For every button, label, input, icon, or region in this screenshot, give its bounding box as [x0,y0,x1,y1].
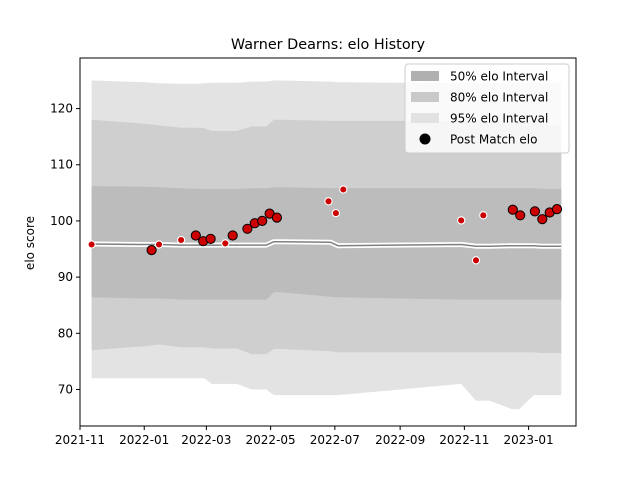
y-axis: 70 80 90 100 110 120 [50,102,80,396]
legend: 50% elo Interval 80% elo Interval 95% elo … [404,63,570,154]
post-match-point [154,240,164,249]
x-tick-label: 2022-07 [310,433,360,447]
post-match-point [339,185,348,194]
y-tick-label: 110 [50,158,73,172]
post-match-point [551,204,563,215]
mean-line [91,240,562,247]
y-tick-label: 70 [58,382,73,396]
post-match-point [176,235,186,245]
legend-label: 80% elo Interval [450,91,548,105]
post-match-point [205,233,216,244]
x-tick-label: 2022-05 [246,433,296,447]
post-match-point [324,197,333,206]
legend-swatch [411,113,439,123]
post-match-point [471,256,481,265]
post-match-point [190,230,201,241]
post-match-points [87,185,563,265]
x-tick-label: 2023-01 [504,433,554,447]
x-tick-label: 2022-09 [375,433,425,447]
y-tick-label: 90 [58,270,73,284]
post-match-point [221,239,230,248]
x-axis: 2021-11 2022-01 2022-03 2022-05 2022-07 2022-… [55,426,554,447]
post-match-point [515,210,526,221]
y-tick-label: 80 [58,326,73,340]
axes-frame [79,57,577,427]
post-match-point [457,216,466,225]
mean-elo-line [91,239,562,249]
post-match-point [537,214,548,225]
x-tick-label: 2021-11 [55,433,105,447]
y-tick-label: 120 [50,102,73,116]
legend-label: 50% elo Interval [450,70,548,84]
post-match-point [87,240,96,249]
legend-marker [419,133,431,145]
y-axis-label: elo score [23,216,37,270]
legend-swatch [411,71,439,81]
x-tick-label: 2022-01 [119,433,169,447]
legend-label: Post Match elo [450,133,537,147]
post-match-point [227,230,238,241]
post-match-point [242,223,253,234]
post-match-point [146,245,157,256]
x-tick-label: 2022-11 [439,433,489,447]
x-tick-label: 2022-03 [181,433,231,447]
post-match-point [257,215,268,226]
chart-title: Warner Dearns: elo History [231,37,426,53]
post-match-point [331,208,341,218]
post-match-point [507,204,518,215]
legend-box [404,63,570,154]
y-tick-label: 100 [50,214,73,228]
legend-swatch [411,92,439,102]
interval-bands [91,80,562,410]
post-match-point [529,206,541,217]
post-match-point [271,212,282,223]
legend-label: 95% elo Interval [450,112,548,126]
post-match-point [479,211,488,220]
